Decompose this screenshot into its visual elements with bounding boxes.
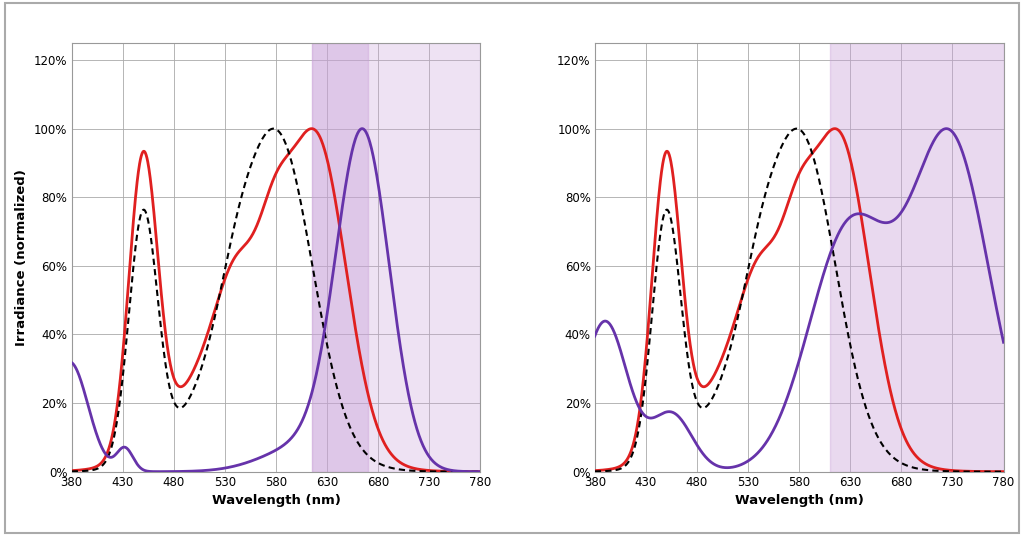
Y-axis label: Irradiance (normalized): Irradiance (normalized) [15,169,29,346]
X-axis label: Wavelength (nm): Wavelength (nm) [735,494,863,508]
Bar [829,43,1004,472]
X-axis label: Wavelength (nm): Wavelength (nm) [212,494,340,508]
Bar [311,43,368,472]
Bar [311,43,480,472]
